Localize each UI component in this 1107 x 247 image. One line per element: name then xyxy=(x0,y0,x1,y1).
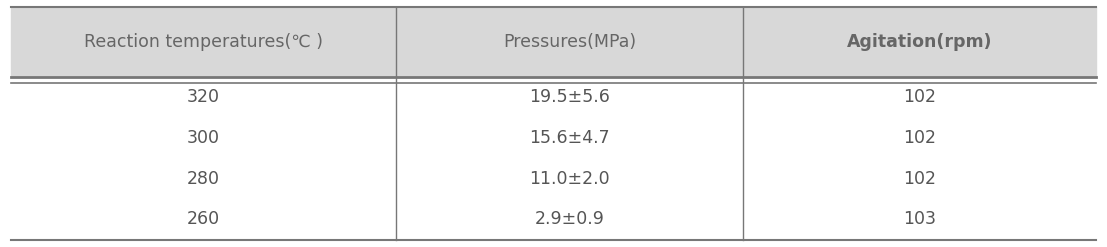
Text: 102: 102 xyxy=(903,88,937,106)
Text: Agitation(rpm): Agitation(rpm) xyxy=(847,33,992,51)
Text: 300: 300 xyxy=(187,129,220,147)
Bar xyxy=(11,77,1096,240)
Text: 19.5±5.6: 19.5±5.6 xyxy=(529,88,610,106)
Text: 102: 102 xyxy=(903,170,937,188)
Text: Pressures(MPa): Pressures(MPa) xyxy=(504,33,637,51)
Text: 320: 320 xyxy=(187,88,220,106)
Text: 103: 103 xyxy=(903,210,937,228)
Text: 2.9±0.9: 2.9±0.9 xyxy=(535,210,604,228)
Text: 102: 102 xyxy=(903,129,937,147)
Text: 11.0±2.0: 11.0±2.0 xyxy=(529,170,610,188)
Text: 260: 260 xyxy=(187,210,220,228)
Text: Reaction temperatures(℃ ): Reaction temperatures(℃ ) xyxy=(84,33,323,51)
Bar xyxy=(11,7,1096,77)
Text: 280: 280 xyxy=(187,170,220,188)
Text: 15.6±4.7: 15.6±4.7 xyxy=(529,129,610,147)
